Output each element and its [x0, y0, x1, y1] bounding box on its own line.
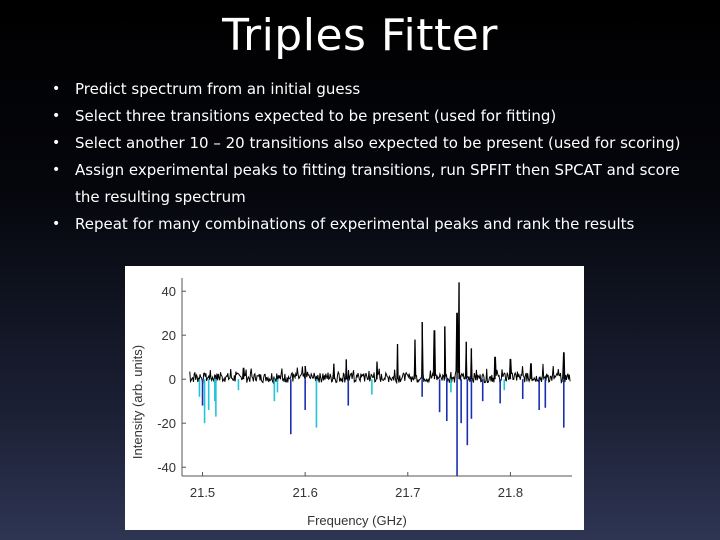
y-axis-label: Intensity (arb. units) — [130, 345, 145, 459]
x-tick-label: 21.5 — [190, 485, 215, 500]
spectrum-figure: 40 20 0 -20 -40 21.5 21.6 21.7 21.8 Intensity (a… — [125, 266, 584, 530]
plot-area: 40 20 0 -20 -40 21.5 21.6 21.7 21.8 — [157, 278, 572, 500]
x-tick-label: 21.6 — [293, 485, 318, 500]
bullet-dot-icon: • — [52, 108, 61, 124]
y-tick-label: 40 — [162, 284, 176, 299]
bullet-item: • Repeat for many combinations of experim… — [52, 211, 692, 238]
bullet-text: Select three transitions expected to be … — [75, 107, 557, 125]
spectrum-chart: 40 20 0 -20 -40 21.5 21.6 21.7 21.8 Intensity (a… — [130, 278, 572, 528]
bullet-text: Repeat for many combinations of experime… — [75, 215, 635, 233]
bullet-text: Select another 10 – 20 transitions also … — [75, 134, 681, 152]
bullet-item: • Select another 10 – 20 transitions also… — [52, 130, 692, 157]
bullet-list: • Predict spectrum from an initial guess … — [52, 76, 692, 238]
bullet-dot-icon: • — [52, 216, 61, 232]
bullet-dot-icon: • — [52, 81, 61, 97]
bullet-text: Assign experimental peaks to fitting tra… — [75, 161, 680, 206]
y-tick-label: -40 — [157, 460, 176, 475]
y-tick-label: -20 — [157, 416, 176, 431]
bullet-item: • Predict spectrum from an initial guess — [52, 76, 692, 103]
bullet-dot-icon: • — [52, 162, 61, 178]
x-tick-label: 21.7 — [395, 485, 420, 500]
y-tick-label: 0 — [169, 372, 176, 387]
bullet-item: • Select three transitions expected to be… — [52, 103, 692, 130]
y-tick-label: 20 — [162, 328, 176, 343]
bullet-dot-icon: • — [52, 135, 61, 151]
bullet-text: Predict spectrum from an initial guess — [75, 80, 361, 98]
slide-title: Triples Fitter — [222, 10, 498, 61]
experimental-trace — [189, 282, 571, 385]
bullet-item: • Assign experimental peaks to fitting tr… — [52, 157, 692, 211]
x-axis-label: Frequency (GHz) — [307, 513, 407, 528]
x-tick-label: 21.8 — [498, 485, 523, 500]
